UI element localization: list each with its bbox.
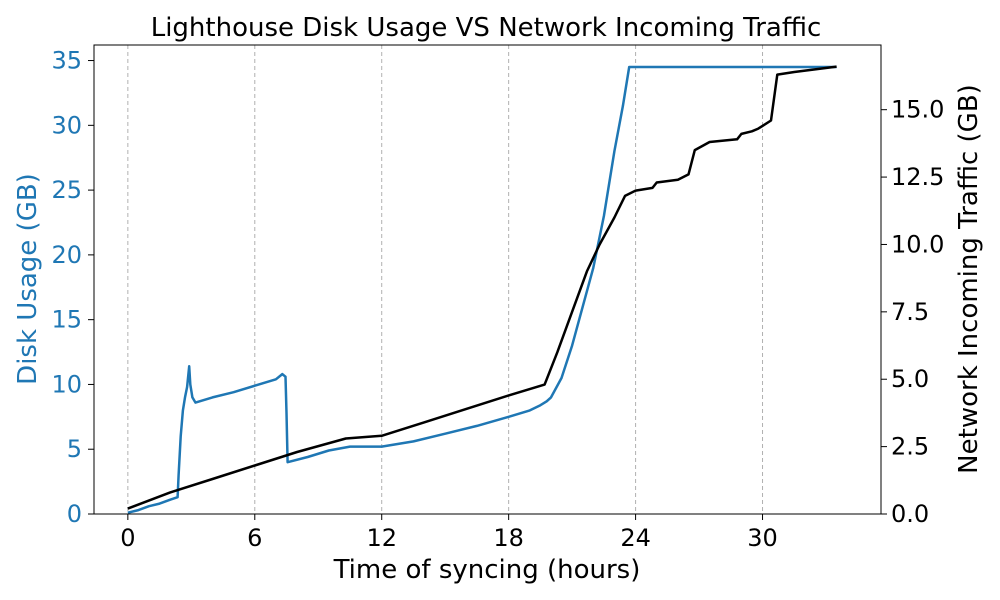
disk-usage-line bbox=[127, 65, 837, 514]
network-traffic-line bbox=[127, 65, 837, 510]
right-tick-label: 12.5 bbox=[891, 163, 944, 191]
right-tick-label: 15.0 bbox=[891, 96, 944, 124]
right-tick-label: 2.5 bbox=[891, 433, 929, 461]
left-tick-label: 15 bbox=[51, 306, 82, 334]
left-tick-label: 35 bbox=[51, 47, 82, 75]
left-tick-label: 10 bbox=[51, 370, 82, 398]
axis-ticks: 0 6 12 18 24 30 0 5 10 15 20 25 30 35 0.0 2.5 5.0 7.5 10.0… bbox=[51, 47, 944, 552]
x-tick-label: 24 bbox=[620, 524, 651, 552]
left-tick-label: 5 bbox=[67, 435, 82, 463]
left-axis-label: Disk Usage (GB) bbox=[13, 173, 43, 385]
right-axis-label: Network Incoming Traffic (GB) bbox=[954, 84, 984, 474]
right-tick-label: 7.5 bbox=[891, 298, 929, 326]
x-tick-label: 12 bbox=[366, 524, 397, 552]
x-axis-label: Time of syncing (hours) bbox=[333, 555, 641, 585]
right-tick-label: 0.0 bbox=[891, 500, 929, 528]
left-tick-label: 25 bbox=[51, 176, 82, 204]
x-tick-label: 18 bbox=[493, 524, 524, 552]
x-tick-label: 30 bbox=[747, 524, 778, 552]
left-tick-label: 20 bbox=[51, 241, 82, 269]
right-tick-label: 10.0 bbox=[891, 230, 944, 258]
chart-title: Lighthouse Disk Usage VS Network Incomin… bbox=[151, 13, 822, 43]
x-tick-label: 6 bbox=[247, 524, 262, 552]
right-tick-label: 5.0 bbox=[891, 365, 929, 393]
grid-lines bbox=[127, 45, 764, 514]
series-lines bbox=[127, 65, 837, 514]
left-tick-label: 30 bbox=[51, 111, 82, 139]
left-tick-label: 0 bbox=[67, 500, 82, 528]
plot-frame bbox=[93, 44, 882, 515]
x-tick-label: 0 bbox=[120, 524, 135, 552]
